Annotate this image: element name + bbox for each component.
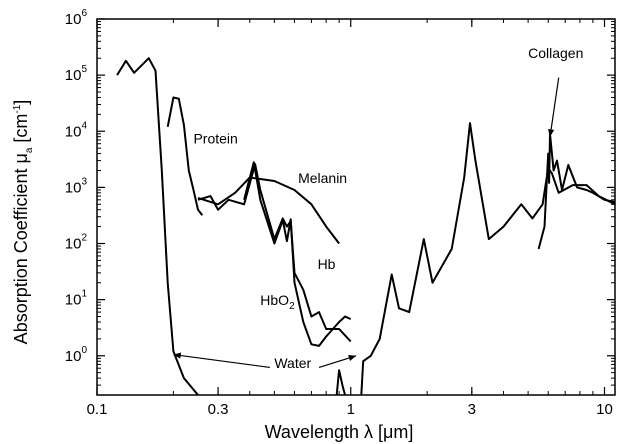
y-axis-title-unit-end: ] — [11, 100, 31, 105]
y-tick-label: 103 — [65, 176, 88, 196]
annotation-hb: Hb — [318, 256, 336, 272]
series-line-water — [360, 122, 616, 396]
y-tick-label: 100 — [65, 345, 88, 365]
y-tick-label: 106 — [65, 8, 88, 28]
series-line-hb — [197, 163, 352, 343]
y-tick-label: 101 — [65, 289, 88, 309]
y-tick-label: 102 — [65, 233, 88, 253]
collagen-arrow — [549, 77, 560, 137]
x-tick-label: 0.3 — [208, 401, 229, 418]
y-axis-title: Absorption Coefficient μa [cm-1] — [11, 100, 35, 345]
x-tick-label: 10 — [596, 401, 613, 418]
annotation-collagen: Collagen — [528, 45, 583, 61]
x-tick-label: 3 — [468, 401, 476, 418]
series-line-protein — [166, 96, 204, 216]
annotation-hbo: HbO2 — [260, 292, 295, 312]
y-axis-title-unit: [cm — [11, 114, 31, 148]
series-line-water — [335, 369, 347, 396]
y-axis-title-subscript: a — [24, 147, 35, 153]
series-line-melanin — [197, 176, 340, 245]
annotation-protein: Protein — [193, 131, 237, 147]
y-tick-label: 104 — [65, 120, 88, 140]
x-axis-title: Wavelength λ [μm] — [265, 422, 414, 442]
x-tick-label: 1 — [347, 401, 355, 418]
series-line-water — [116, 57, 199, 396]
y-axis-title-unit-superscript: -1 — [12, 104, 23, 113]
annotation-water: Water — [274, 355, 311, 371]
annotation-melanin: Melanin — [298, 170, 347, 186]
x-tick-label: 0.1 — [87, 401, 108, 418]
water-arrow-left — [173, 353, 270, 369]
y-tick-label: 105 — [65, 64, 88, 84]
water-arrow-left-head — [173, 352, 182, 359]
plot-frame — [96, 18, 616, 396]
series-line-collagen — [537, 132, 616, 250]
series-line-hbo2 — [243, 161, 352, 347]
collagen-arrow-head — [548, 128, 555, 137]
y-axis-title-main: Absorption Coefficient μ — [11, 153, 31, 344]
water-arrow-right-head — [348, 355, 357, 361]
